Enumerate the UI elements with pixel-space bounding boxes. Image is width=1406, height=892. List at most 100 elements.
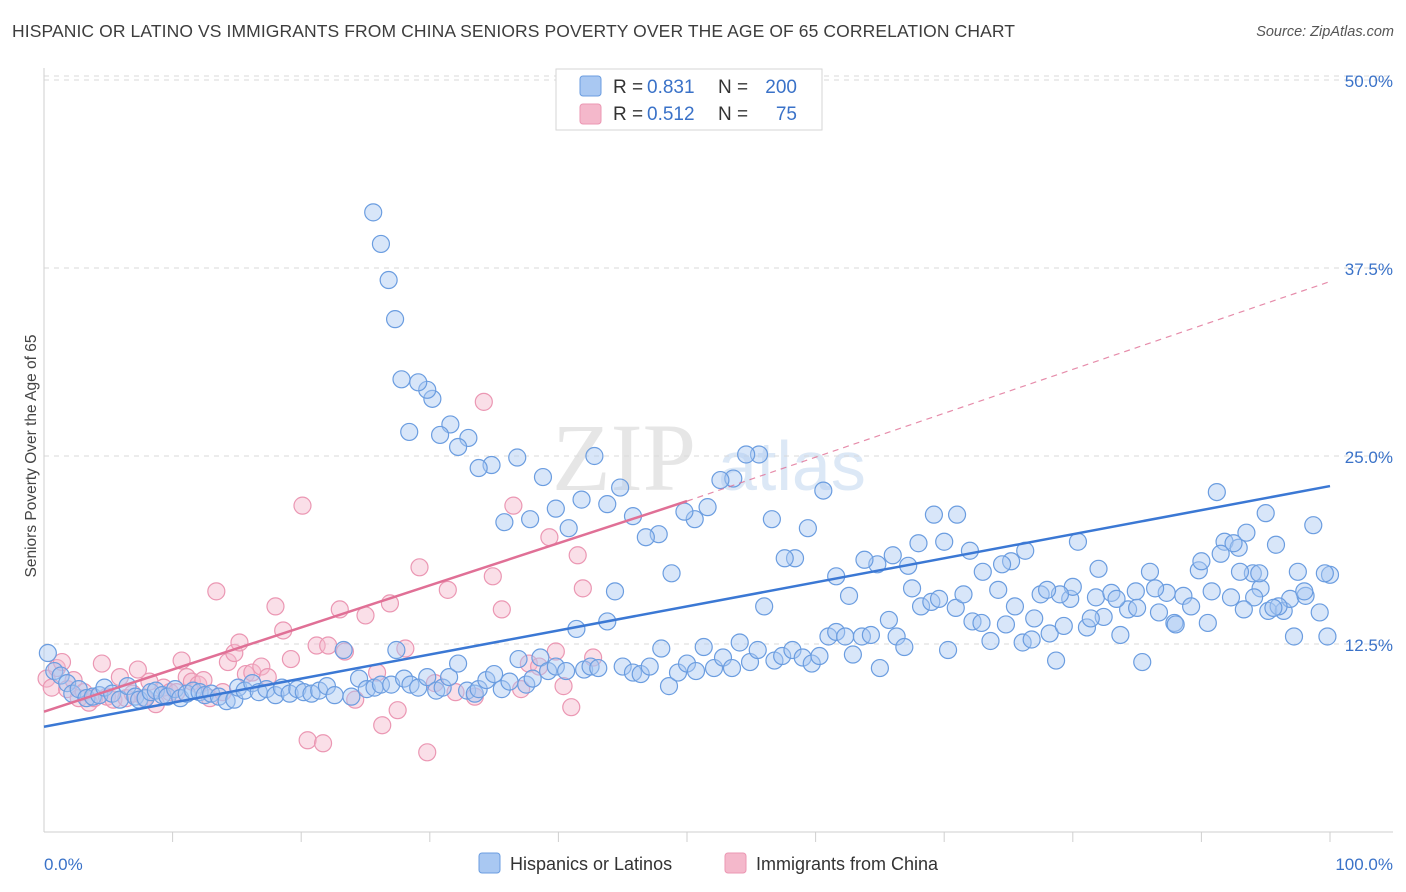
- data-point-hispanics-or-latinos: [879, 610, 899, 630]
- data-point-hispanics-or-latinos: [1250, 564, 1269, 583]
- data-point-hispanics-or-latinos: [963, 612, 982, 631]
- data-point-hispanics-or-latinos: [802, 654, 821, 673]
- data-point-hispanics-or-latinos: [938, 640, 958, 660]
- data-point-hispanics-or-latinos: [110, 690, 129, 709]
- legend-n-label-1: N =: [718, 77, 748, 98]
- data-point-hispanics-or-latinos: [1107, 589, 1126, 608]
- data-point-immigrants-from-china: [504, 496, 523, 515]
- legend-bottom-swatch-blue: [478, 852, 501, 874]
- data-point-hispanics-or-latinos: [1256, 504, 1275, 523]
- data-point-hispanics-or-latinos: [929, 589, 949, 608]
- data-point-hispanics-or-latinos: [1089, 559, 1108, 578]
- data-point-hispanics-or-latinos: [611, 478, 630, 497]
- data-point-immigrants-from-china: [128, 660, 147, 679]
- x-tick-label: 100.0%: [1335, 855, 1393, 874]
- data-point-hispanics-or-latinos: [1288, 562, 1307, 581]
- data-point-hispanics-or-latinos: [572, 490, 591, 509]
- data-point-hispanics-or-latinos: [409, 373, 428, 392]
- data-point-hispanics-or-latinos: [1202, 582, 1221, 601]
- source-label: Source: ZipAtlas.com: [1256, 24, 1394, 40]
- data-point-hispanics-or-latinos: [861, 625, 880, 645]
- data-point-immigrants-from-china: [319, 636, 338, 655]
- data-point-hispanics-or-latinos: [266, 686, 285, 705]
- data-point-immigrants-from-china: [218, 652, 237, 672]
- data-point-hispanics-or-latinos: [495, 513, 514, 532]
- data-point-hispanics-or-latinos: [785, 549, 805, 568]
- data-point-hispanics-or-latinos: [623, 663, 643, 682]
- data-point-immigrants-from-china: [483, 567, 502, 586]
- data-point-hispanics-or-latinos: [1005, 597, 1025, 616]
- data-point-hispanics-or-latinos: [557, 661, 576, 681]
- data-point-hispanics-or-latinos: [749, 445, 769, 464]
- data-point-immigrants-from-china: [410, 558, 429, 577]
- data-point-hispanics-or-latinos: [1192, 552, 1211, 571]
- data-point-hispanics-or-latinos: [798, 519, 817, 538]
- data-point-immigrants-from-china: [281, 649, 301, 669]
- legend-swatch-blue: [579, 75, 602, 97]
- data-point-immigrants-from-china: [92, 654, 111, 673]
- data-point-hispanics-or-latinos: [1126, 582, 1145, 601]
- legend-bottom-label-pink: Immigrants from China: [756, 854, 939, 874]
- data-point-hispanics-or-latinos: [981, 631, 1000, 651]
- data-point-hispanics-or-latinos: [387, 640, 406, 660]
- data-point-hispanics-or-latinos: [364, 203, 383, 222]
- data-point-hispanics-or-latinos: [946, 598, 965, 618]
- data-point-hispanics-or-latinos: [1037, 580, 1057, 599]
- data-point-hispanics-or-latinos: [694, 637, 713, 657]
- data-point-hispanics-or-latinos: [640, 657, 659, 676]
- trendline-immigrants-from-china: [43, 499, 688, 713]
- data-point-immigrants-from-china: [554, 677, 573, 696]
- data-point-hispanics-or-latinos: [392, 370, 411, 389]
- data-point-immigrants-from-china: [573, 579, 592, 598]
- data-point-hispanics-or-latinos: [1310, 603, 1329, 622]
- data-point-hispanics-or-latinos: [521, 510, 540, 529]
- data-point-hispanics-or-latinos: [1046, 651, 1066, 670]
- data-point-hispanics-or-latinos: [559, 519, 578, 538]
- legend-top: R = 0.831 N = 200 R = 0.512 N = 75: [555, 68, 823, 131]
- data-point-hispanics-or-latinos: [775, 549, 794, 568]
- data-point-hispanics-or-latinos: [598, 495, 617, 514]
- data-point-hispanics-or-latinos: [448, 437, 468, 457]
- data-point-hispanics-or-latinos: [1266, 535, 1286, 554]
- data-point-immigrants-from-china: [438, 580, 457, 599]
- data-point-immigrants-from-china: [396, 639, 415, 658]
- data-point-hispanics-or-latinos: [469, 458, 488, 478]
- data-point-hispanics-or-latinos: [730, 633, 749, 652]
- data-point-hispanics-or-latinos: [909, 534, 928, 553]
- legend-swatch-pink: [579, 103, 602, 125]
- data-point-hispanics-or-latinos: [58, 674, 77, 693]
- data-point-hispanics-or-latinos: [1237, 523, 1256, 542]
- data-point-immigrants-from-china: [519, 654, 538, 673]
- data-point-hispanics-or-latinos: [1068, 532, 1088, 551]
- data-point-hispanics-or-latinos: [1054, 616, 1073, 636]
- data-point-hispanics-or-latinos: [485, 664, 504, 684]
- data-point-hispanics-or-latinos: [385, 310, 405, 329]
- y-tick-label: 50.0%: [1345, 72, 1393, 91]
- data-point-hispanics-or-latinos: [357, 680, 376, 699]
- data-point-hispanics-or-latinos: [430, 425, 450, 445]
- data-point-hispanics-or-latinos: [1077, 618, 1097, 637]
- legend-n-value-2: 75: [776, 104, 797, 125]
- data-point-hispanics-or-latinos: [589, 658, 608, 678]
- data-point-hispanics-or-latinos: [1133, 652, 1152, 672]
- data-point-hispanics-or-latinos: [954, 585, 973, 604]
- data-point-hispanics-or-latinos: [996, 615, 1016, 634]
- data-point-hispanics-or-latinos: [418, 667, 437, 687]
- data-point-immigrants-from-china: [492, 600, 511, 619]
- data-point-hispanics-or-latinos: [722, 658, 742, 678]
- data-point-hispanics-or-latinos: [325, 686, 344, 705]
- data-point-immigrants-from-china: [418, 743, 437, 762]
- data-point-hispanics-or-latinos: [1140, 562, 1160, 581]
- data-point-hispanics-or-latinos: [1230, 562, 1250, 581]
- data-point-hispanics-or-latinos: [836, 627, 855, 646]
- data-point-hispanics-or-latinos: [704, 658, 724, 678]
- data-point-immigrants-from-china: [313, 734, 333, 753]
- data-point-hispanics-or-latinos: [1251, 579, 1270, 598]
- data-point-hispanics-or-latinos: [400, 422, 419, 442]
- data-point-hispanics-or-latinos: [508, 448, 527, 467]
- data-point-hispanics-or-latinos: [531, 648, 550, 667]
- data-point-hispanics-or-latinos: [546, 499, 565, 518]
- data-point-hispanics-or-latinos: [1304, 516, 1323, 535]
- data-point-hispanics-or-latinos: [1264, 598, 1283, 618]
